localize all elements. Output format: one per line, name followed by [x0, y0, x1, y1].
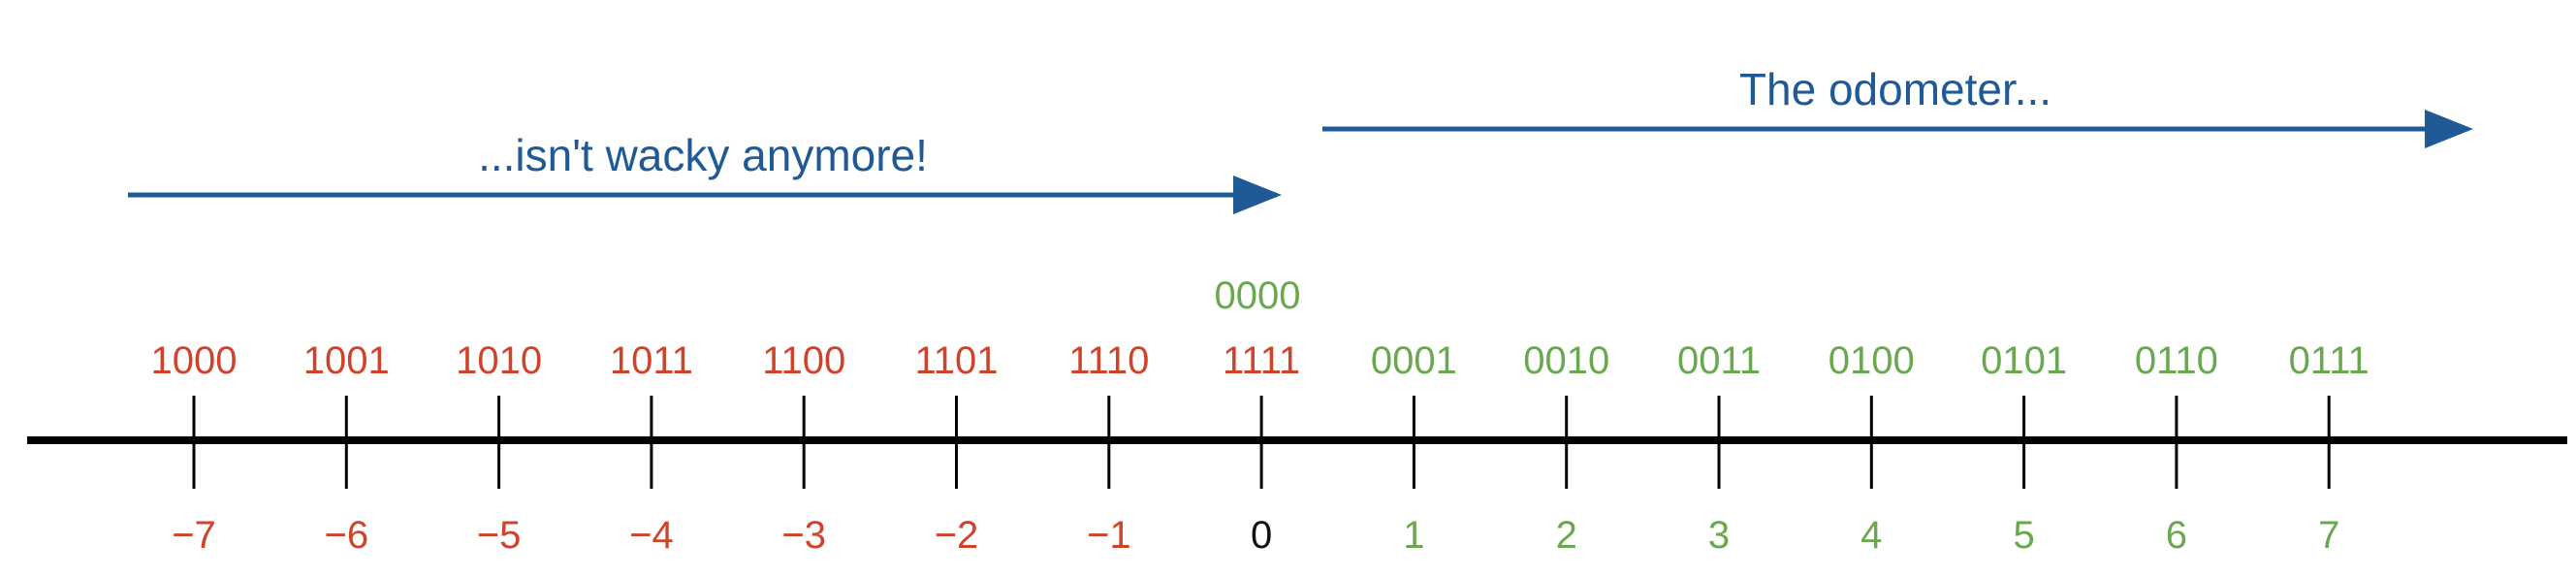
decimal-label: 4 [1860, 514, 1882, 557]
binary-label: 0100 [1829, 339, 1915, 382]
decimal-label: 3 [1708, 514, 1730, 557]
binary-label: 1010 [456, 339, 542, 382]
binary-label: 1101 [914, 339, 998, 382]
odometer-caption: The odometer... [1739, 64, 2051, 114]
binary-label: 1100 [762, 339, 845, 382]
binary-label: 0010 [1523, 339, 1609, 382]
binary-label: 0110 [2135, 339, 2218, 382]
binary-label: 1001 [303, 339, 390, 382]
decimal-label: 7 [2318, 514, 2339, 557]
binary-label: 1000 [151, 339, 238, 382]
binary-label: 1111 [1223, 339, 1300, 382]
binary-label: 1110 [1068, 339, 1149, 382]
decimal-label: −1 [1087, 514, 1131, 557]
binary-label: 0101 [1981, 339, 2067, 382]
decimal-label: −2 [935, 514, 979, 557]
decimal-label: 6 [2166, 514, 2187, 557]
decimal-label: −7 [172, 514, 216, 557]
decimal-label: −4 [629, 514, 674, 557]
decimal-label: 2 [1556, 514, 1577, 557]
binary-label: 1011 [610, 339, 693, 382]
decimal-label: 1 [1403, 514, 1424, 557]
decimal-label: 0 [1251, 514, 1272, 557]
decimal-label: −3 [781, 514, 826, 557]
decimal-label: −6 [324, 514, 368, 557]
binary-label: 0001 [1371, 339, 1457, 382]
binary-label: 0011 [1677, 339, 1761, 382]
zero-alt-binary-label: 0000 [1215, 274, 1301, 317]
decimal-label: 5 [2013, 514, 2034, 557]
wacky-caption: ...isn't wacky anymore! [478, 130, 928, 180]
decimal-label: −5 [477, 514, 522, 557]
binary-label: 0111 [2289, 339, 2369, 382]
tick-marks-group: 1000 −7 1001 −6 1010 −5 1011 −4 1100 −3 1101 −2 1110… [151, 339, 2369, 557]
